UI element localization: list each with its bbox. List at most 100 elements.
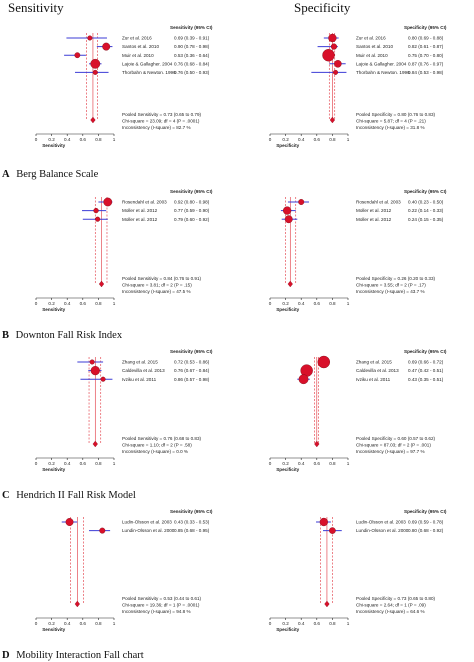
ci-column-header: Sensitivity (95% CI) — [170, 25, 213, 30]
sensitivity-column-header: Sensitivity — [8, 0, 64, 15]
study-point — [284, 215, 293, 224]
study-name: Thorbahn & Newton. 1996 — [356, 70, 410, 75]
pooled-summary-line: Pooled Specificity = 0.26 (0.20 to 0.33) — [356, 276, 436, 281]
x-axis-tick-label: 0.4 — [298, 301, 305, 306]
study-point — [322, 49, 335, 62]
pooled-diamond — [90, 116, 96, 124]
pooled-diamond — [329, 116, 335, 124]
study-point — [65, 518, 74, 526]
study-point — [329, 527, 336, 534]
pooled-diamond — [287, 280, 293, 288]
study-point — [103, 197, 113, 207]
ci-column-header: Specificity (95% CI) — [404, 509, 447, 514]
study-ci-value: 0.69 (0.59 - 0.78) — [408, 520, 444, 525]
pooled-summary-line: Inconsistency (I-square) = 43.7 % — [356, 289, 425, 294]
study-name: Lundin-Olsson et al. 2000 — [356, 528, 409, 533]
study-ci-value: 0.47 (0.42 - 0.51) — [408, 368, 444, 373]
x-axis-tick-label: 0.8 — [329, 301, 336, 306]
section-label-d: D Mobility Interaction Fall chart — [2, 650, 144, 661]
study-name: Rosendahl et al. 2003 — [356, 200, 401, 205]
x-axis-tick-label: 1 — [113, 461, 116, 466]
x-axis-tick-label: 0.6 — [314, 621, 321, 626]
x-axis-tick-label: 0.4 — [298, 621, 305, 626]
study-point — [298, 199, 305, 205]
study-point — [74, 52, 81, 59]
x-axis-title: Sensitivity — [42, 467, 65, 472]
x-axis-title: Specificity — [276, 307, 299, 312]
pooled-summary-line: Chi-square = 87.03; df = 2 (P = .001) — [356, 443, 431, 448]
study-point — [90, 365, 100, 376]
study-name: Zur et al. 2016 — [356, 36, 386, 41]
x-axis-tick-label: 0 — [269, 461, 272, 466]
pooled-summary-line: Inconsistency (I-square) = 94.8 % — [122, 609, 191, 614]
x-axis-tick-label: 1 — [113, 621, 116, 626]
study-ci-value: 0.86 (0.57 - 0.98) — [174, 377, 210, 382]
study-point — [92, 69, 98, 75]
pooled-summary-line: Inconsistency (I-square) = 82.7 % — [122, 125, 191, 130]
study-ci-value: 0.84 (0.53 - 0.98) — [408, 70, 444, 75]
study-name: Santos et al. 2010 — [122, 44, 159, 49]
x-axis-tick-label: 0.2 — [282, 621, 289, 626]
forest-panel-d-specificity: Specificity (95% CI) Ludin-Olsson et al. … — [269, 509, 447, 632]
pooled-summary-line: Chi-square = 19.36; df = 1 (P = .0001) — [122, 603, 200, 608]
forest-panel-c-sensitivity: Sensitivity (95% CI) Zhang et al. 2015 0.7… — [35, 349, 213, 472]
x-axis-title: Specificity — [276, 467, 299, 472]
study-ci-value: 0.40 (0.23 - 0.50) — [408, 200, 444, 205]
section-letter: B — [2, 330, 9, 341]
ci-column-header: Specificity (95% CI) — [404, 349, 447, 354]
study-point — [283, 206, 292, 215]
x-axis-tick-label: 0.4 — [298, 137, 305, 142]
ci-column-header: Sensitivity (95% CI) — [170, 189, 213, 194]
x-axis-tick-label: 0 — [35, 621, 38, 626]
study-point — [298, 374, 309, 385]
x-axis-tick-label: 0.2 — [282, 137, 289, 142]
x-axis-tick-label: 0 — [35, 301, 38, 306]
x-axis-tick-label: 0.8 — [95, 621, 102, 626]
pooled-summary-line: Chi-square = 1.10; df = 2 (P = .58) — [122, 443, 192, 448]
x-axis-tick-label: 0.8 — [329, 461, 336, 466]
study-name: Muir et al. 2010 — [356, 53, 388, 58]
x-axis-tick-label: 0.2 — [48, 461, 55, 466]
study-name: Ivziku et al. 2011 — [356, 377, 391, 382]
study-ci-value: 0.75 (0.70 - 0.80) — [408, 53, 444, 58]
x-axis-tick-label: 0 — [269, 621, 272, 626]
study-ci-value: 0.69 (0.66 - 0.72) — [408, 360, 444, 365]
section-label-b: B Downton Fall Risk Index — [2, 330, 123, 341]
study-point — [319, 517, 328, 527]
specificity-column-header: Specificity — [294, 0, 351, 15]
pooled-summary-line: Inconsistency (I-square) = 64.6 % — [356, 609, 425, 614]
study-ci-value: 0.22 (0.14 - 0.33) — [408, 208, 444, 213]
x-axis-tick-label: 0.6 — [80, 301, 87, 306]
x-axis-tick-label: 0.8 — [95, 461, 102, 466]
study-ci-value: 0.82 (0.61 - 0.87) — [408, 44, 444, 49]
x-axis-tick-label: 0.6 — [314, 301, 321, 306]
x-axis-tick-label: 1 — [113, 137, 116, 142]
x-axis-tick-label: 0 — [35, 137, 38, 142]
x-axis-tick-label: 0.2 — [282, 301, 289, 306]
study-name: Caldevilla et al. 2013 — [356, 368, 399, 373]
study-ci-value: 0.53 (0.36 - 0.64) — [174, 53, 210, 58]
pooled-summary-line: Chi-square = 3.55; df = 2 (P = .17) — [356, 283, 426, 288]
study-ci-value: 0.24 (0.15 - 0.35) — [408, 217, 444, 222]
x-axis-title: Specificity — [276, 143, 299, 148]
study-point — [333, 69, 339, 75]
study-name: Moller et al. 2012 — [356, 208, 392, 213]
x-axis-tick-label: 0.6 — [80, 461, 87, 466]
x-axis-title: Sensitivity — [42, 307, 65, 312]
pooled-diamond — [74, 600, 80, 608]
study-ci-value: 0.80 (0.68 - 0.92) — [408, 528, 444, 533]
forest-panels: Sensitivity (95% CI) Zur et al. 2016 0.69 … — [35, 25, 447, 632]
x-axis-tick-label: 1 — [347, 461, 350, 466]
study-point — [87, 35, 93, 41]
x-axis-tick-label: 0.6 — [80, 137, 87, 142]
study-name: Ludin-Olsson et al. 2003 — [122, 520, 172, 525]
forest-panel-d-sensitivity: Sensitivity (95% CI) Ludin-Olsson et al. … — [35, 509, 213, 632]
study-name: Ludin-Olsson et al. 2003 — [356, 520, 406, 525]
study-name: Rosendahl et al. 2003 — [122, 200, 167, 205]
x-axis-tick-label: 1 — [347, 621, 350, 626]
study-name: Lajoie & Gallagher. 2004 — [122, 61, 173, 66]
study-point — [102, 42, 111, 51]
section-letter: D — [2, 650, 10, 661]
pooled-summary-line: Pooled Sensitivity = 0.76 (0.68 to 0.83) — [122, 436, 202, 441]
study-ci-value: 0.92 (0.80 - 0.98) — [174, 200, 210, 205]
